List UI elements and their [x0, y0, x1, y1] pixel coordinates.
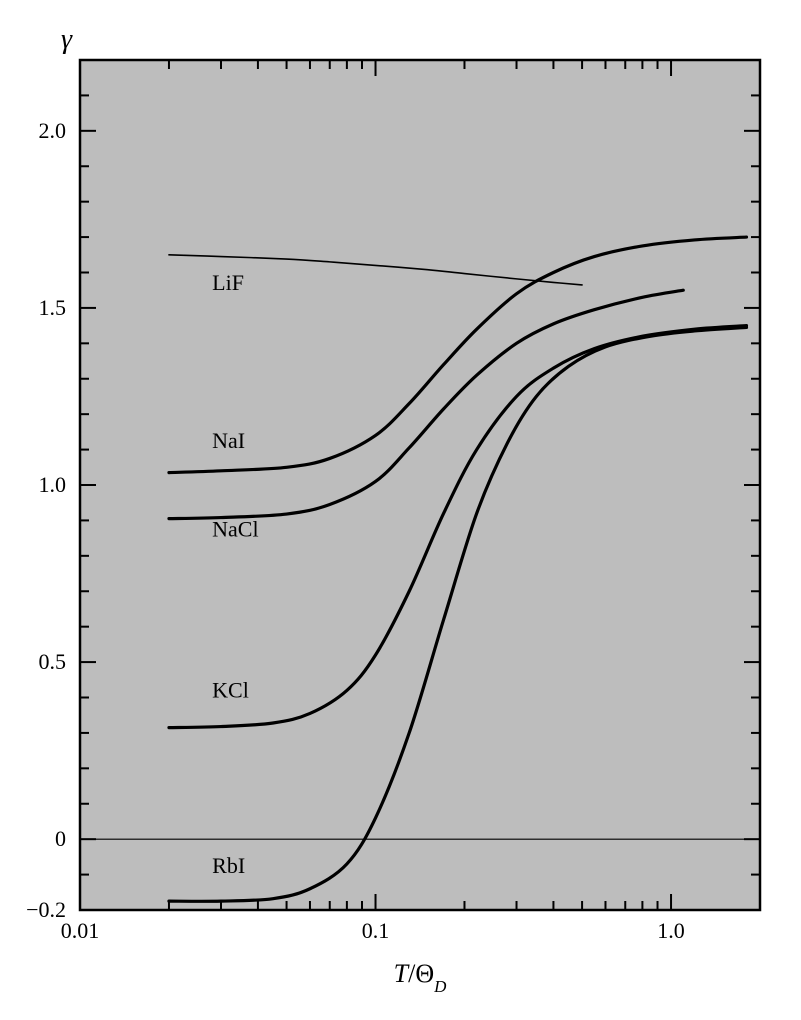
- series-label-kcl: KCl: [212, 678, 249, 703]
- series-label-lif: LiF: [212, 270, 244, 295]
- y-tick-label: 0: [55, 826, 66, 851]
- x-tick-label: 0.01: [61, 918, 100, 943]
- x-tick-label: 1.0: [657, 918, 685, 943]
- x-tick-label: 0.1: [362, 918, 390, 943]
- gruneisen-chart: LiF NaI NaCl KCl RbI 0.01 0.1 1.0 T/ΘD 0 0.5 1.0 1.5…: [0, 0, 801, 1020]
- y-tick-label: 2.0: [39, 118, 67, 143]
- y-tick-label: 1.5: [39, 295, 67, 320]
- series-label-nacl: NaCl: [212, 516, 258, 541]
- y-tick-label: 1.0: [39, 472, 67, 497]
- series-label-rbi: RbI: [212, 853, 245, 878]
- series-label-nai: NaI: [212, 428, 245, 453]
- y-axis-title: γ: [61, 24, 73, 55]
- y-tick-label: 0.5: [39, 649, 67, 674]
- plot-background: [80, 60, 760, 910]
- y-tick-label: −0.2: [26, 897, 66, 922]
- x-axis-title: T/ΘD: [394, 959, 447, 996]
